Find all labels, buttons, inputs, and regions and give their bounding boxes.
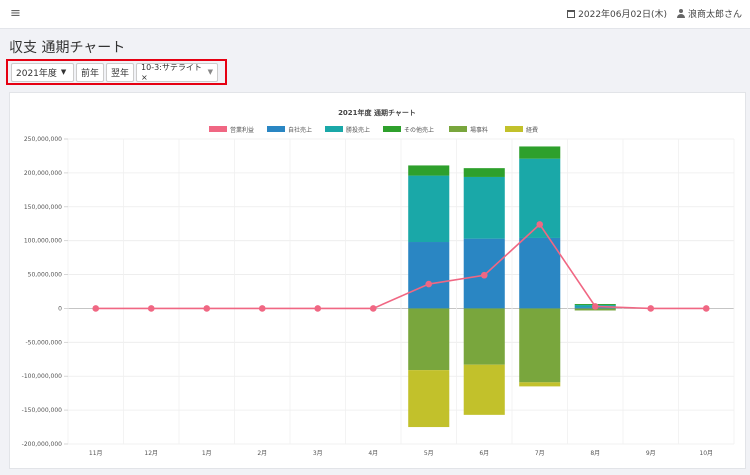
bar-1-7 [463,176,505,239]
user-icon [676,9,685,18]
hamburger-icon[interactable]: ≡ [10,6,21,21]
bar-4-6 [408,370,450,428]
y-tick-label-8: -150,000,000 [22,407,63,414]
legend-swatch-5 [505,126,523,132]
x-tick-label-9: 8月 [590,450,600,457]
legend-label-0: 営業利益 [230,126,254,134]
legend-swatch-0 [209,126,227,132]
y-tick-label-5: 0 [58,305,62,312]
line-point-5 [369,305,377,312]
date-text: 2022年06月02日(木) [578,10,667,20]
x-tick-label-7: 6月 [479,450,489,457]
x-axis: 11月 12月 1月 2月 3月 4月 5月 6月 7月 8月 9月 10月 [89,450,713,457]
bar-2-6 [408,165,450,176]
bar-3-7 [463,308,505,365]
legend-label-1: 自社売上 [288,126,312,134]
top-bar: ≡ 2022年06月02日(木) 浪商太郎さん [0,0,750,29]
store-select-value: 10-3:サテライト× [141,63,202,82]
chevron-down-icon: ▼ [60,68,67,76]
x-tick-label-8: 7月 [535,450,545,457]
bar-2-7 [463,168,505,177]
chart-controls: 2021年度 ▼ 前年 翌年 10-3:サテライト× ▼ [6,59,227,85]
revenue-chart: 2021年度 通期チャート 営業利益 自社売上 勝投売上 その他売上 場事料 経費 250… [22,108,735,457]
line-point-9 [591,303,599,310]
bar-0-6 [408,242,450,309]
x-tick-label-4: 3月 [313,450,323,457]
x-tick-label-0: 11月 [89,450,103,457]
legend-label-4: 場事料 [470,126,488,134]
date-display: 2022年06月02日(木) [567,7,667,20]
bar-2-8 [519,146,561,159]
bar-1-6 [408,175,450,243]
y-tick-label-1: 200,000,000 [24,170,62,177]
line-point-11 [702,305,710,312]
y-tick-label-4: 50,000,000 [28,272,63,279]
y-tick-label-7: -100,000,000 [22,373,63,380]
prev-year-button[interactable]: 前年 [76,62,105,82]
bar-3-6 [408,308,450,371]
legend-swatch-4 [449,126,467,132]
line-point-0 [92,305,100,312]
next-year-button[interactable]: 翌年 [106,62,135,82]
bar-3-8 [519,308,561,383]
legend-swatch-1 [267,126,285,132]
line-point-7 [480,271,488,279]
y-tick-label-3: 100,000,000 [24,238,62,245]
legend-swatch-2 [325,126,343,132]
line-point-8 [536,221,544,228]
top-right-info: 2022年06月02日(木) 浪商太郎さん [567,7,742,20]
y-tick-label-9: -200,000,000 [22,441,63,448]
x-tick-label-11: 10月 [699,450,713,457]
y-axis: 250,000,000 200,000,000 150,000,000 100,000… [22,136,68,448]
x-tick-label-10: 9月 [646,450,656,457]
x-tick-label-6: 5月 [424,450,434,457]
chart-title: 2021年度 通期チャート [338,108,416,117]
chart-grid [67,138,735,445]
chart-bars [408,146,616,428]
x-tick-label-3: 2月 [257,450,267,457]
line-point-6 [425,280,433,288]
legend-swatch-3 [383,126,401,132]
x-tick-label-5: 4月 [368,450,378,457]
chart-panel: 2021年度 通期チャート 営業利益 自社売上 勝投売上 その他売上 場事料 経費 250… [9,92,746,469]
line-point-2 [203,305,211,312]
user-name: 浪商太郎さん [687,10,742,20]
user-display[interactable]: 浪商太郎さん [676,7,742,20]
chart-legend: 営業利益 自社売上 勝投売上 その他売上 場事料 経費 [209,126,538,134]
page-title: 収支 通期チャート [9,40,126,56]
x-tick-label-1: 12月 [144,450,158,457]
dropdown-arrow-icon: ▼ [207,68,214,76]
year-select-value: 2021年度 [16,68,57,79]
legend-label-2: 勝投売上 [346,126,370,134]
line-series-0 [95,223,707,310]
chart-line [92,221,710,312]
line-point-1 [147,305,155,312]
line-point-4 [314,305,322,312]
x-tick-label-2: 1月 [202,450,212,457]
calendar-icon [567,9,576,18]
y-tick-label-0: 250,000,000 [24,136,62,143]
y-tick-label-6: -50,000,000 [25,339,62,346]
y-tick-label-2: 150,000,000 [24,204,62,211]
line-point-3 [258,305,266,312]
bar-0-8 [519,237,561,309]
legend-label-3: その他売上 [404,126,434,134]
bar-4-8 [519,382,561,387]
bar-4-7 [463,364,505,415]
store-select[interactable]: 10-3:サテライト× ▼ [136,62,219,82]
line-point-10 [647,305,655,312]
legend-label-5: 経費 [526,126,538,134]
year-select[interactable]: 2021年度 ▼ [11,62,74,82]
